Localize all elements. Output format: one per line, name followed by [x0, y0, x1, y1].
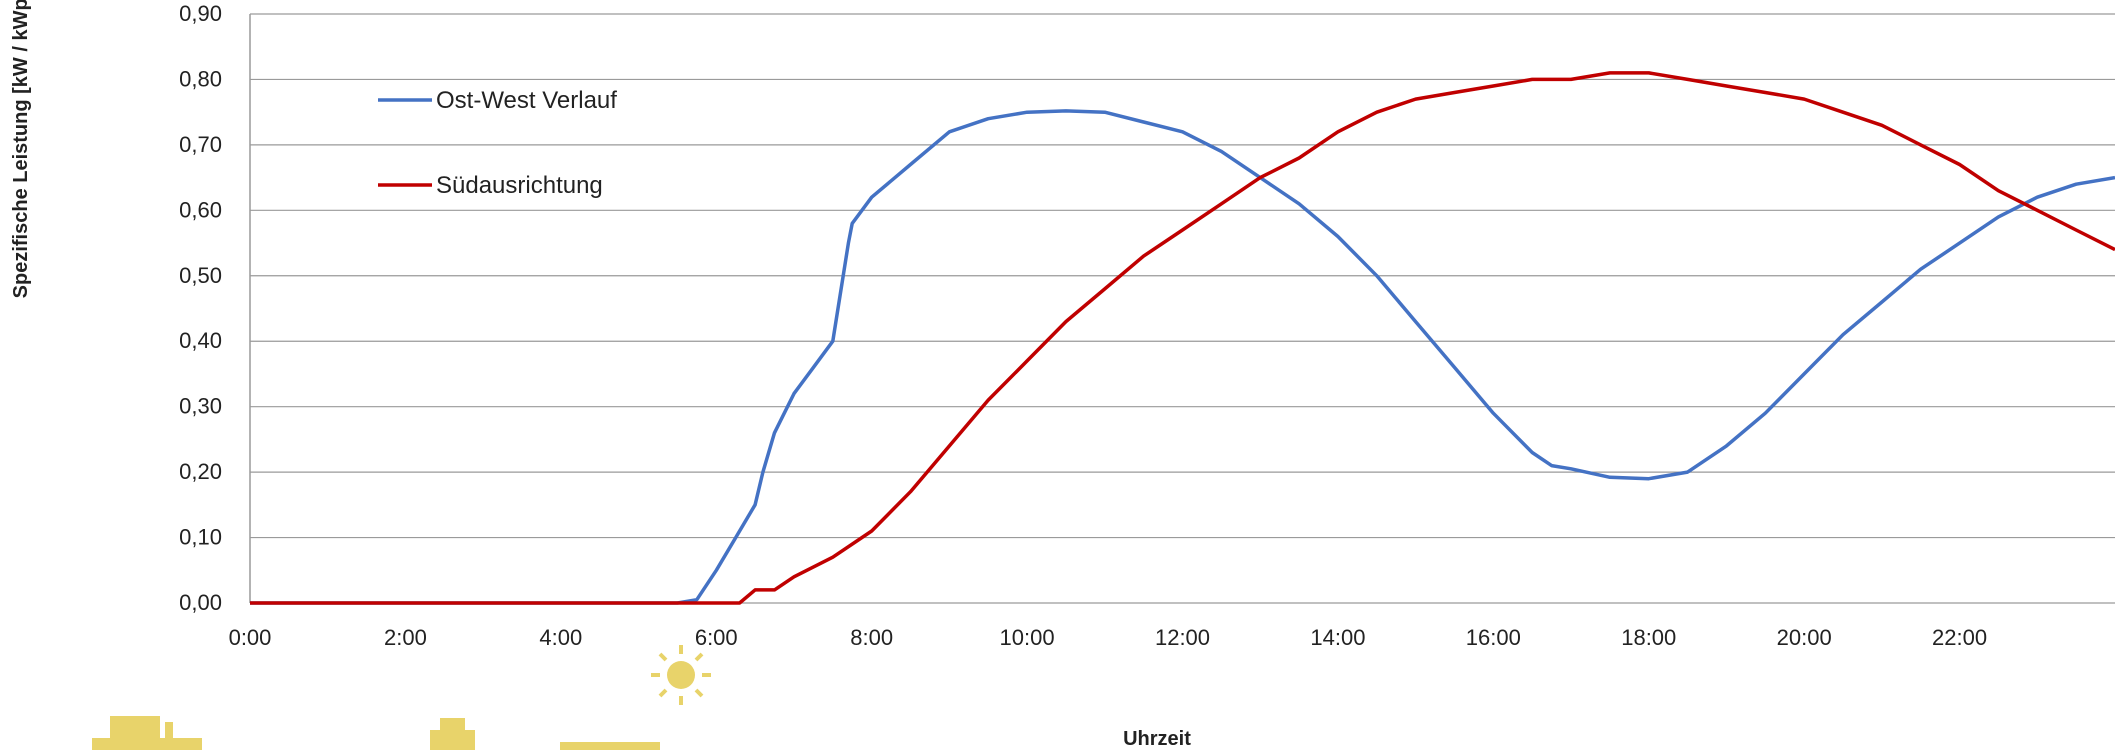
y-tick-labels: 0,00 0,10 0,20 0,30 0,40 0,50 0,60 0,70 0,80 0,90	[179, 1, 222, 615]
x-tick-label: 12:00	[1155, 625, 1210, 650]
y-tick-label: 0,80	[179, 66, 222, 91]
legend-label: Südausrichtung	[436, 172, 603, 199]
y-tick-label: 0,20	[179, 459, 222, 484]
x-tick-label: 6:00	[695, 625, 738, 650]
y-tick-label: 0,00	[179, 590, 222, 615]
x-tick-label: 8:00	[850, 625, 893, 650]
legend-label: Ost-West Verlauf	[436, 87, 617, 114]
x-tick-label: 18:00	[1621, 625, 1676, 650]
logo-letters-icon	[430, 718, 660, 750]
y-tick-label: 0,30	[179, 394, 222, 419]
x-tick-label: 10:00	[1000, 625, 1055, 650]
x-tick-label: 0:00	[229, 625, 272, 650]
grid-lines	[249, 13, 2115, 604]
x-tick-label: 14:00	[1310, 625, 1365, 650]
logo-watermark	[92, 645, 711, 750]
y-tick-label: 0,50	[179, 263, 222, 288]
x-tick-label: 16:00	[1466, 625, 1521, 650]
y-tick-label: 0,40	[179, 328, 222, 353]
y-tick-label: 0,10	[179, 525, 222, 550]
x-tick-label: 4:00	[539, 625, 582, 650]
x-axis-title: Uhrzeit	[1123, 728, 1191, 750]
x-tick-label: 2:00	[384, 625, 427, 650]
tractor-logo-icon	[92, 716, 202, 750]
legend: Ost-West Verlauf Südausrichtung	[378, 87, 617, 199]
x-tick-labels: 0:00 2:00 4:00 6:00 8:00 10:00 12:00 14:00 16:00…	[229, 625, 1988, 650]
y-tick-label: 0,60	[179, 197, 222, 222]
sun-icon	[651, 645, 711, 705]
x-tick-label: 20:00	[1777, 625, 1832, 650]
y-axis-title: Spezifische Leistung [kW / kWp]	[10, 0, 32, 298]
x-tick-label: 22:00	[1932, 625, 1987, 650]
series-line	[250, 71, 2115, 605]
y-tick-label: 0,70	[179, 132, 222, 157]
series-lines	[250, 71, 2115, 605]
y-tick-label: 0,90	[179, 1, 222, 26]
